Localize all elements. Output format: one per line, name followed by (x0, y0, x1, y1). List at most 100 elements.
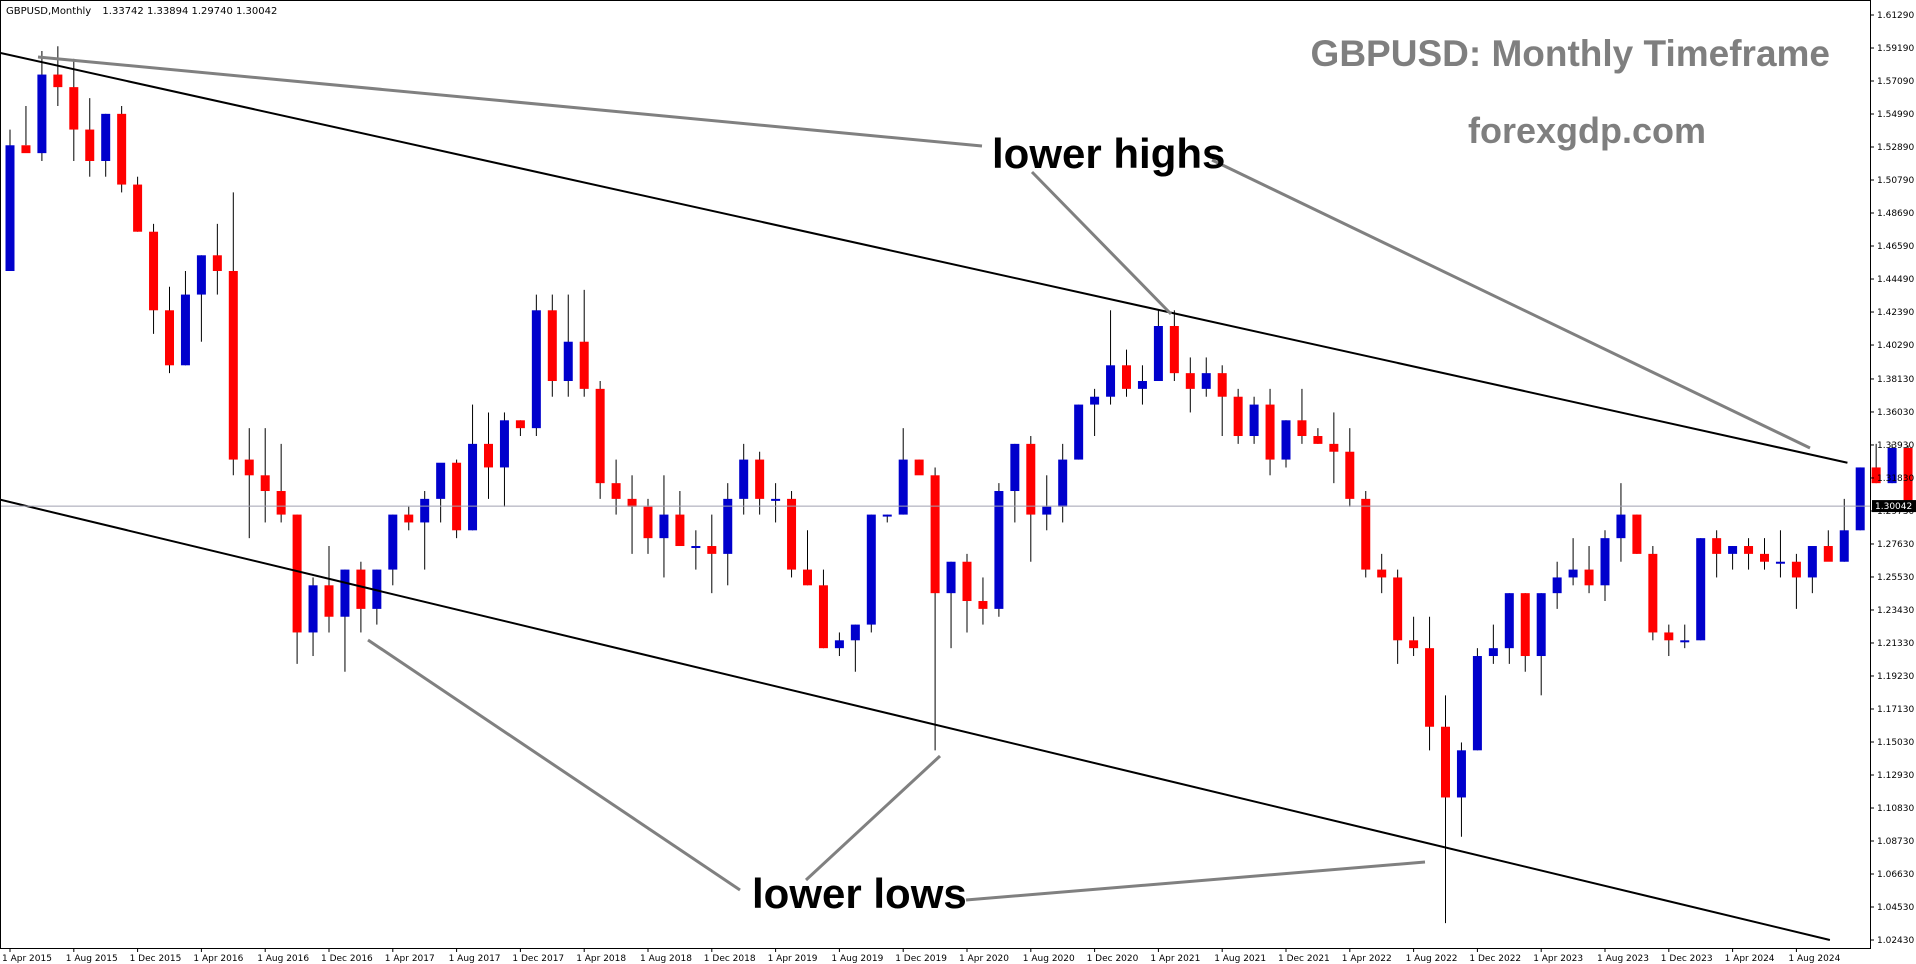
trendline (0, 498, 1831, 941)
candle-body (723, 498, 733, 554)
candle-body (1616, 514, 1626, 539)
y-tick-label: 1.04530 (1877, 903, 1914, 913)
candle-body (340, 569, 350, 617)
candle-body (1855, 467, 1865, 531)
lower-highs-pointer-left (37, 55, 983, 148)
lower-highs-pointer-mid (1030, 170, 1173, 316)
y-tick-label: 1.42390 (1877, 308, 1914, 318)
y-tick-label: 1.31830 (1877, 474, 1914, 484)
candle-body (1425, 648, 1435, 727)
x-tick-label: 1 Dec 2017 (512, 954, 564, 964)
x-tick-label: 1 Dec 2018 (704, 954, 756, 964)
candle-body (133, 184, 143, 232)
candle-body (691, 546, 701, 549)
candle-body (1887, 447, 1897, 484)
candle-body (1648, 553, 1658, 633)
candle-body (1153, 326, 1163, 382)
lower-lows-pointer-mid (804, 754, 942, 882)
candle-body (292, 514, 302, 633)
lower-highs-label: lower highs (992, 130, 1225, 177)
candle-body (978, 601, 988, 609)
candle-body (1600, 538, 1610, 586)
candle-body (452, 462, 462, 531)
y-tick-label: 1.50790 (1877, 176, 1914, 186)
candle-body (212, 255, 222, 272)
candle-body (803, 569, 812, 586)
candle-body (563, 341, 573, 382)
x-tick-label: 1 Aug 2017 (449, 954, 501, 964)
y-tick-label: 1.19230 (1877, 672, 1914, 682)
candle-body (1249, 404, 1259, 437)
annotation-pointers (37, 55, 1811, 902)
y-tick-label: 1.02430 (1877, 936, 1914, 946)
watermark-site: forexgdp.com (1468, 110, 1706, 151)
candle-body (196, 255, 206, 295)
candle-body (484, 443, 493, 468)
candle-body (1823, 546, 1833, 562)
candle-body (1807, 546, 1817, 578)
trendlines-layer (0, 51, 1848, 941)
x-tick-label: 1 Apr 2018 (576, 954, 626, 964)
candle-body (1456, 750, 1466, 798)
candle-body (787, 498, 797, 570)
lower-highs-pointer-right (1211, 158, 1811, 450)
candle-body (1504, 593, 1514, 649)
candle-body (1791, 561, 1801, 578)
candle-body (1377, 569, 1387, 578)
x-tick-label: 1 Aug 2019 (831, 954, 883, 964)
y-tick-label: 1.40290 (1877, 341, 1914, 351)
candle-body (228, 271, 238, 460)
x-tick-label: 1 Dec 2023 (1661, 954, 1713, 964)
y-tick-label: 1.48690 (1877, 209, 1914, 219)
y-tick-label: 1.36030 (1877, 408, 1914, 418)
candle-body (850, 624, 860, 641)
candle-body (37, 74, 47, 154)
y-tick-label: 1.21330 (1877, 639, 1914, 649)
watermark-title: GBPUSD: Monthly Timeframe (1311, 33, 1830, 74)
candle-body (595, 388, 605, 484)
candle-body (531, 310, 541, 429)
candle-body (404, 514, 414, 523)
y-tick-label: 1.38130 (1877, 375, 1914, 385)
candle-body (818, 585, 828, 649)
candle-body (994, 491, 1004, 609)
y-tick-label: 1.59190 (1877, 44, 1914, 54)
symbol-timeframe: GBPUSD,Monthly (6, 6, 91, 17)
candle-body (914, 459, 924, 476)
candle-body (1026, 443, 1036, 515)
candle-body (515, 420, 525, 429)
y-tick-label: 1.15030 (1877, 738, 1914, 748)
candle-body (1233, 396, 1243, 437)
x-tick-label: 1 Aug 2024 (1788, 954, 1840, 964)
lower-lows-pointer-left (367, 638, 741, 892)
y-tick-label: 1.27630 (1877, 540, 1914, 550)
candle-body (436, 462, 446, 499)
candle-body (420, 498, 430, 523)
x-tick-label: 1 Apr 2016 (193, 954, 243, 964)
y-tick-label: 1.12930 (1877, 771, 1914, 781)
y-tick-label: 1.10830 (1877, 804, 1914, 814)
candle-body (627, 498, 637, 507)
candle-body (165, 310, 174, 366)
x-tick-label: 1 Dec 2015 (130, 954, 182, 964)
y-tick-label: 1.54990 (1877, 110, 1914, 120)
candle-body (946, 561, 956, 594)
y-tick-label: 1.25530 (1877, 573, 1914, 583)
candle-body (324, 585, 334, 617)
candle-body (53, 74, 63, 88)
candle-body (1393, 577, 1403, 641)
x-tick-label: 1 Apr 2017 (385, 954, 435, 964)
candle-body (1201, 373, 1211, 389)
candle-body (1345, 451, 1355, 499)
candle-body (356, 569, 366, 609)
candle-body (1903, 447, 1913, 507)
price-tag-background (1872, 500, 1916, 513)
candle-body (898, 459, 908, 515)
candle-body (1472, 656, 1482, 751)
chart-header: GBPUSD,Monthly 1.33742 1.33894 1.29740 1… (6, 6, 277, 17)
candle-body (1488, 648, 1498, 657)
candle-body (1122, 365, 1131, 389)
candle-body (1137, 381, 1147, 389)
